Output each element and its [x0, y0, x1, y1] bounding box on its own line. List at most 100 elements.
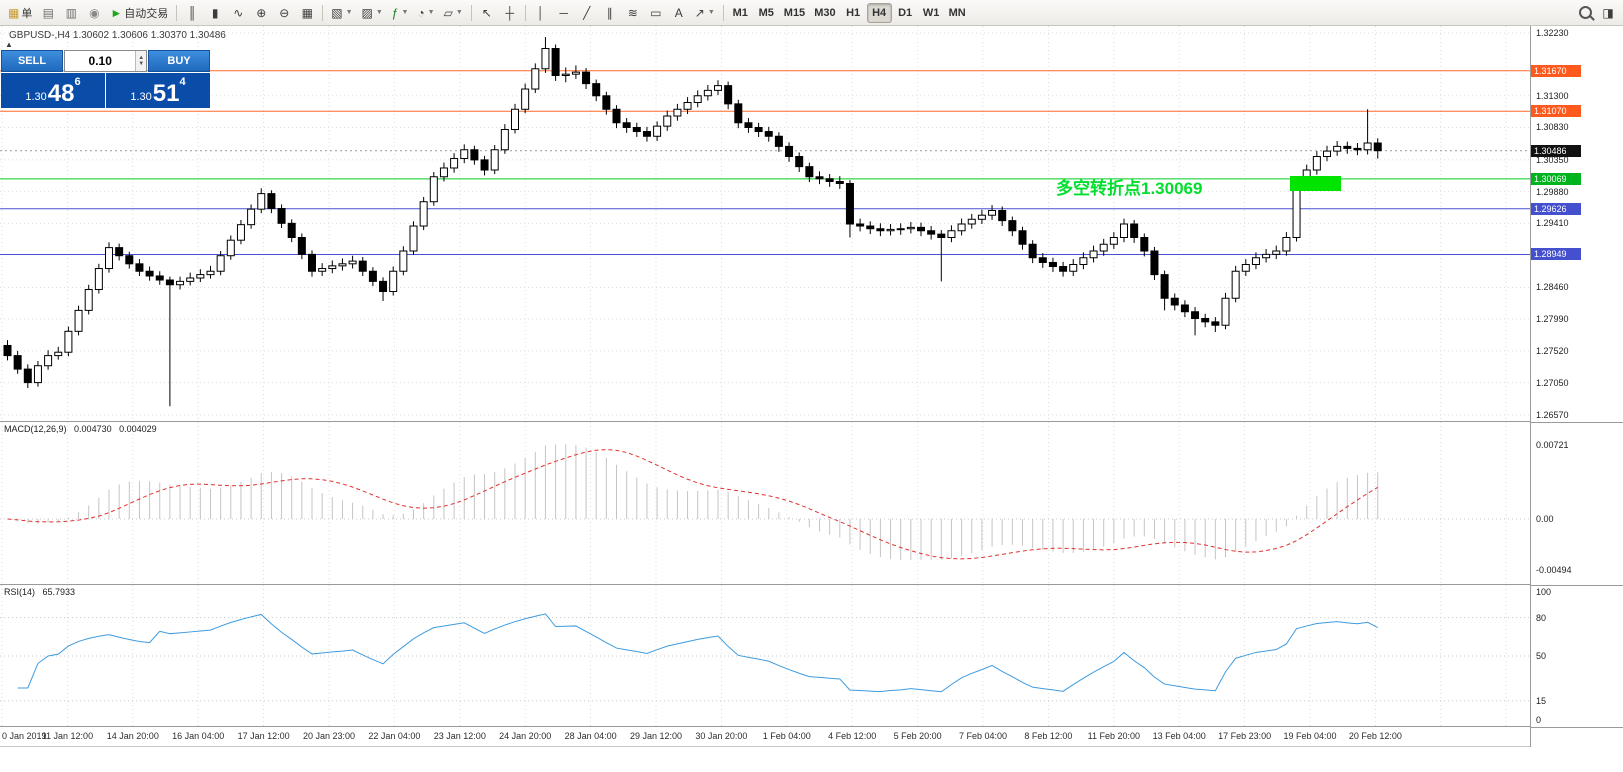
tf-h1-button-label: H1: [846, 6, 861, 19]
toolbar-sep: [322, 4, 324, 21]
text-label-button[interactable]: A: [668, 3, 690, 23]
volume-input[interactable]: [65, 51, 136, 71]
bar-chart-type-button[interactable]: ║: [181, 3, 203, 23]
horizontal-line-button[interactable]: ─: [553, 3, 575, 23]
rsi-name: RSI(14): [4, 587, 36, 597]
profiles-menu-button[interactable]: ▨ ▼: [358, 3, 387, 23]
new-order-button[interactable]: ▦ 单: [4, 3, 36, 23]
line-chart-type-button[interactable]: ∿: [227, 3, 249, 23]
cursor-button[interactable]: ↖: [476, 3, 498, 23]
time-axis-label: 22 Jan 04:00: [368, 731, 421, 741]
panel-divider: [1531, 585, 1623, 586]
tf-h4-button[interactable]: H4: [866, 2, 892, 23]
profile-chart-icon: ▥: [65, 5, 78, 20]
highlight-rectangle[interactable]: [1290, 176, 1341, 191]
tf-d1-button-label: D1: [898, 6, 913, 19]
bell-icon: ◉: [89, 5, 100, 20]
volume-up-icon[interactable]: ▲: [138, 55, 145, 61]
price-axis-label: 50: [1536, 651, 1547, 661]
text-icon: A: [674, 5, 683, 20]
rsi-label: RSI(14) 65.7933: [4, 587, 80, 597]
price-chart-panel[interactable]: GBPUSD-,H4 1.30602 1.30606 1.30370 1.304…: [0, 26, 1530, 422]
time-axis[interactable]: 0 Jan 2019 11 Jan 12:00 14 Jan 20:00 16 Jan…: [0, 727, 1530, 747]
one-click-trading-widget: SELL ▲ ▼ BUY 1.30 48 6 1.30: [1, 50, 210, 108]
macd-indicator-panel[interactable]: MACD(12,26,9) 0.004730 0.004029: [0, 422, 1530, 585]
docking-button[interactable]: ◨: [1597, 3, 1619, 23]
sell-price-prefix: 1.30: [25, 91, 47, 103]
profiles-icon: ▨: [361, 5, 373, 20]
rsi-indicator-panel[interactable]: RSI(14) 65.7933: [0, 585, 1530, 727]
price-axis-label: 1.31300: [1536, 90, 1569, 101]
candlestick-type-button[interactable]: ▮: [204, 3, 226, 23]
new-order-icon: ▦: [8, 5, 20, 20]
magnifier-icon: [1578, 6, 1592, 19]
dropdown-caret-icon: ▼: [427, 9, 435, 16]
price-tag: 1.31670: [1531, 64, 1581, 77]
cursor-icon: ↖: [481, 5, 492, 20]
dropdown-caret-icon: ▼: [455, 9, 463, 16]
profile-chart-button[interactable]: ▥: [60, 3, 82, 23]
tile-windows-button[interactable]: ▦: [296, 3, 318, 23]
time-axis-label: 8 Feb 12:00: [1024, 731, 1073, 741]
tf-m15-button[interactable]: M15: [780, 3, 809, 23]
price-axis-label: 15: [1536, 695, 1547, 706]
tf-m1-button[interactable]: M1: [728, 3, 753, 23]
zoom-in-icon: ⊕: [256, 5, 267, 20]
fibonacci-button[interactable]: ≋: [622, 3, 644, 23]
time-axis-label: 16 Jan 04:00: [172, 731, 225, 741]
crosshair-icon: ┼: [505, 5, 515, 20]
time-axis-label: 30 Jan 20:00: [695, 731, 748, 741]
trendline-button[interactable]: ╱: [576, 3, 598, 23]
tf-d1-button[interactable]: D1: [893, 3, 918, 23]
tf-m30-button[interactable]: M30: [810, 3, 839, 23]
tf-w1-button[interactable]: W1: [919, 3, 944, 23]
price-axis-label: 1.32230: [1536, 28, 1569, 38]
volume-down-icon[interactable]: ▼: [138, 61, 145, 67]
price-axis-label: 80: [1536, 612, 1547, 623]
zoom-out-button[interactable]: ⊖: [273, 3, 295, 23]
templates-button[interactable]: ▱ ▼: [440, 3, 467, 23]
ohlc-bars-icon: ║: [187, 5, 197, 20]
time-axis-label: 11 Jan 12:00: [41, 731, 94, 741]
tf-m1-button-label: M1: [732, 6, 748, 19]
crosshair-button[interactable]: ┼: [499, 3, 521, 23]
indicators-button[interactable]: ƒ ▼: [388, 3, 413, 23]
time-axis-label: 14 Jan 20:00: [106, 731, 159, 741]
oneclick-collapse-icon[interactable]: ▲: [5, 40, 13, 49]
autotrading-button[interactable]: ► 自动交易: [106, 3, 172, 23]
new-chart-button[interactable]: ▧ ▼: [327, 3, 356, 23]
channel-icon: ∥: [606, 5, 613, 20]
buy-button[interactable]: BUY: [148, 50, 210, 72]
arrows-button[interactable]: ↗ ▼: [691, 3, 719, 23]
time-axis-label: 11 Feb 20:00: [1087, 731, 1140, 741]
buy-price-pipette: 4: [179, 76, 186, 88]
tf-mn-button[interactable]: MN: [945, 3, 970, 23]
tf-h1-button[interactable]: H1: [841, 3, 866, 23]
macd-main-value: 0.004730: [74, 424, 112, 434]
time-axis-label: 28 Jan 04:00: [564, 731, 617, 741]
shapes-button[interactable]: ▭: [645, 3, 667, 23]
pivot-annotation-text[interactable]: 多空转折点1.30069: [1056, 179, 1203, 198]
tf-m30-button-label: M30: [814, 6, 836, 19]
buy-price-display[interactable]: 1.30 51 4: [106, 73, 210, 108]
time-axis-label: 24 Jan 20:00: [499, 731, 552, 741]
volume-spinner[interactable]: ▲ ▼: [64, 50, 147, 72]
symbol-ohlc-label: GBPUSD-,H4 1.30602 1.30606 1.30370 1.304…: [9, 30, 226, 41]
buy-price-prefix: 1.30: [130, 91, 152, 103]
sell-button[interactable]: SELL: [1, 50, 63, 72]
tf-w1-button-label: W1: [922, 6, 940, 19]
price-axis[interactable]: 1.32230 1.31300 1.30830 1.30350 1.29880 1.294…: [1530, 26, 1623, 747]
vertical-line-button[interactable]: │: [530, 3, 552, 23]
price-axis-label: 1.27990: [1536, 314, 1569, 325]
tf-m5-button[interactable]: M5: [754, 3, 779, 23]
periods-button[interactable]: ◔ ▼: [413, 3, 438, 23]
channel-button[interactable]: ∥: [599, 3, 621, 23]
chart-window-button[interactable]: ▤: [37, 3, 59, 23]
alerts-button[interactable]: ◉: [83, 3, 105, 23]
zoom-in-button[interactable]: ⊕: [250, 3, 272, 23]
fibonacci-icon: ≋: [627, 5, 638, 20]
time-axis-label: 29 Jan 12:00: [629, 731, 683, 741]
sell-price-display[interactable]: 1.30 48 6: [1, 73, 105, 108]
play-icon: ►: [110, 5, 123, 20]
search-button[interactable]: [1574, 3, 1596, 23]
